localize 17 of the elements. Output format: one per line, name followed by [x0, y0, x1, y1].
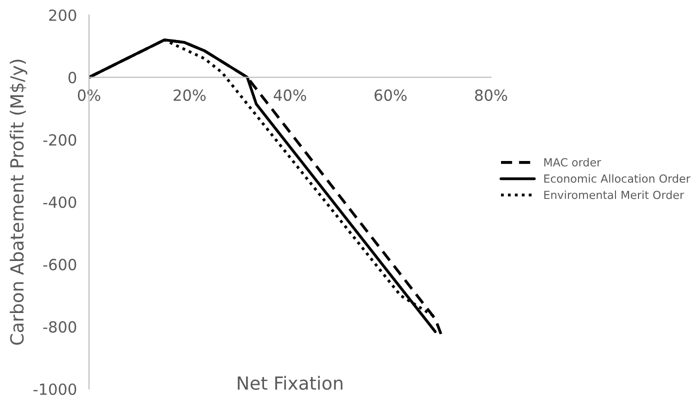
y-axis-title: Carbon Abatement Profit (M$/y): [10, 60, 28, 345]
x-tick-label: 20%: [174, 89, 206, 101]
y-tick-label: -400: [43, 196, 76, 208]
x-tick-label: 40%: [274, 89, 306, 101]
x-tick-label: 80%: [475, 89, 508, 101]
legend-label: Enviromental Merit Order: [544, 190, 684, 200]
y-tick-label: -600: [43, 258, 76, 270]
x-tick-label: 0%: [78, 89, 100, 101]
x-axis-title: Net Fixation: [238, 376, 342, 390]
x-tick-label: 60%: [374, 89, 407, 101]
y-tick-label: 0: [68, 72, 76, 84]
y-tick-label: 200: [49, 9, 76, 22]
y-tick-label: -200: [43, 134, 76, 146]
legend-label: MAC order: [544, 158, 602, 166]
legend-label: Economic Allocation Order: [544, 174, 690, 183]
y-tick-label: -1000: [34, 383, 76, 396]
y-tick-label: -800: [43, 321, 76, 333]
